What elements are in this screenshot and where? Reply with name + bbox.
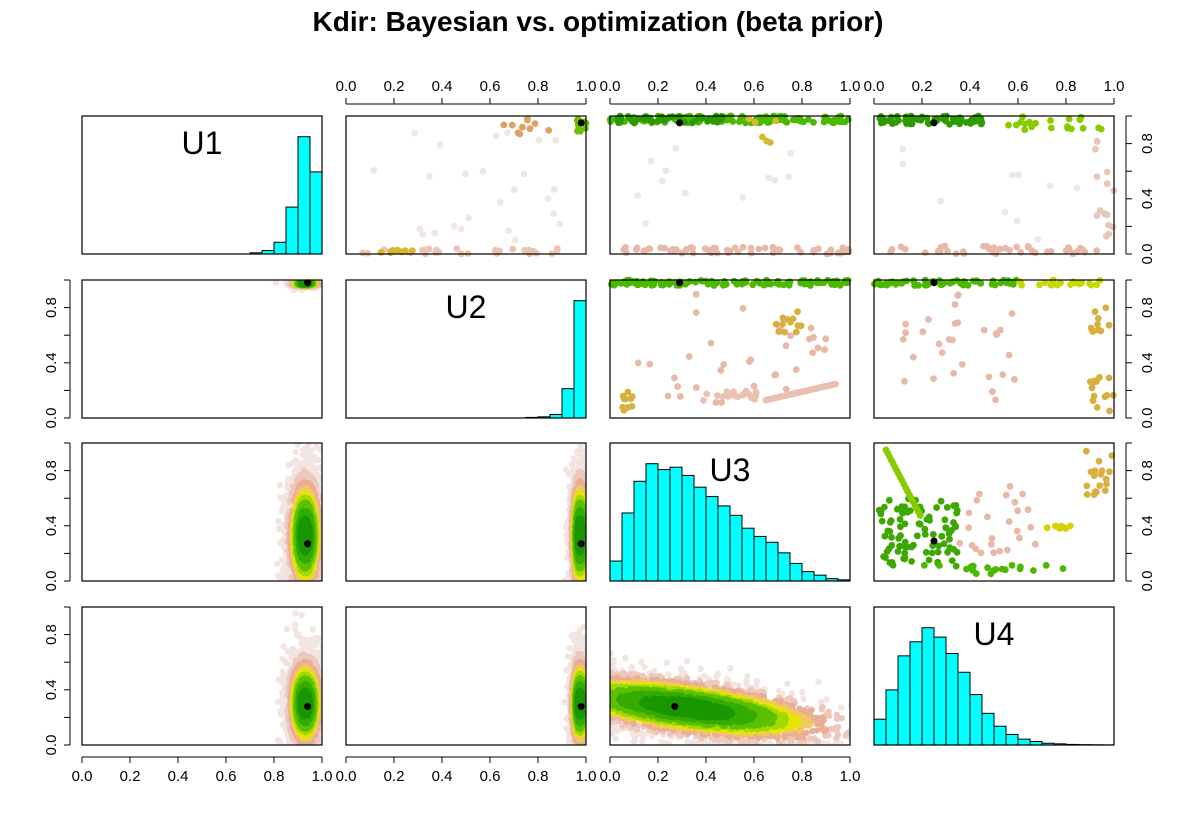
posterior-cloud-U3-vs-U1: [273, 443, 322, 581]
chart-title: Kdir: Bayesian vs. optimization (beta pr…: [312, 6, 884, 37]
posterior-point: [273, 560, 281, 568]
posterior-point: [303, 462, 310, 469]
posterior-point: [302, 532, 309, 539]
posterior-point: [582, 448, 586, 455]
points-layer: [272, 112, 1118, 745]
posterior-point: [275, 518, 282, 525]
posterior-point: [272, 280, 280, 286]
posterior-point: [276, 481, 284, 489]
posterior-point: [580, 432, 586, 438]
posterior-point: [292, 448, 299, 456]
posterior-point: [577, 453, 585, 460]
posterior-point: [313, 443, 320, 451]
posterior-point: [294, 443, 301, 448]
posterior-cloud-U3-vs-U2: [561, 432, 586, 581]
posterior-cloud-U2-vs-U1: [272, 280, 322, 294]
